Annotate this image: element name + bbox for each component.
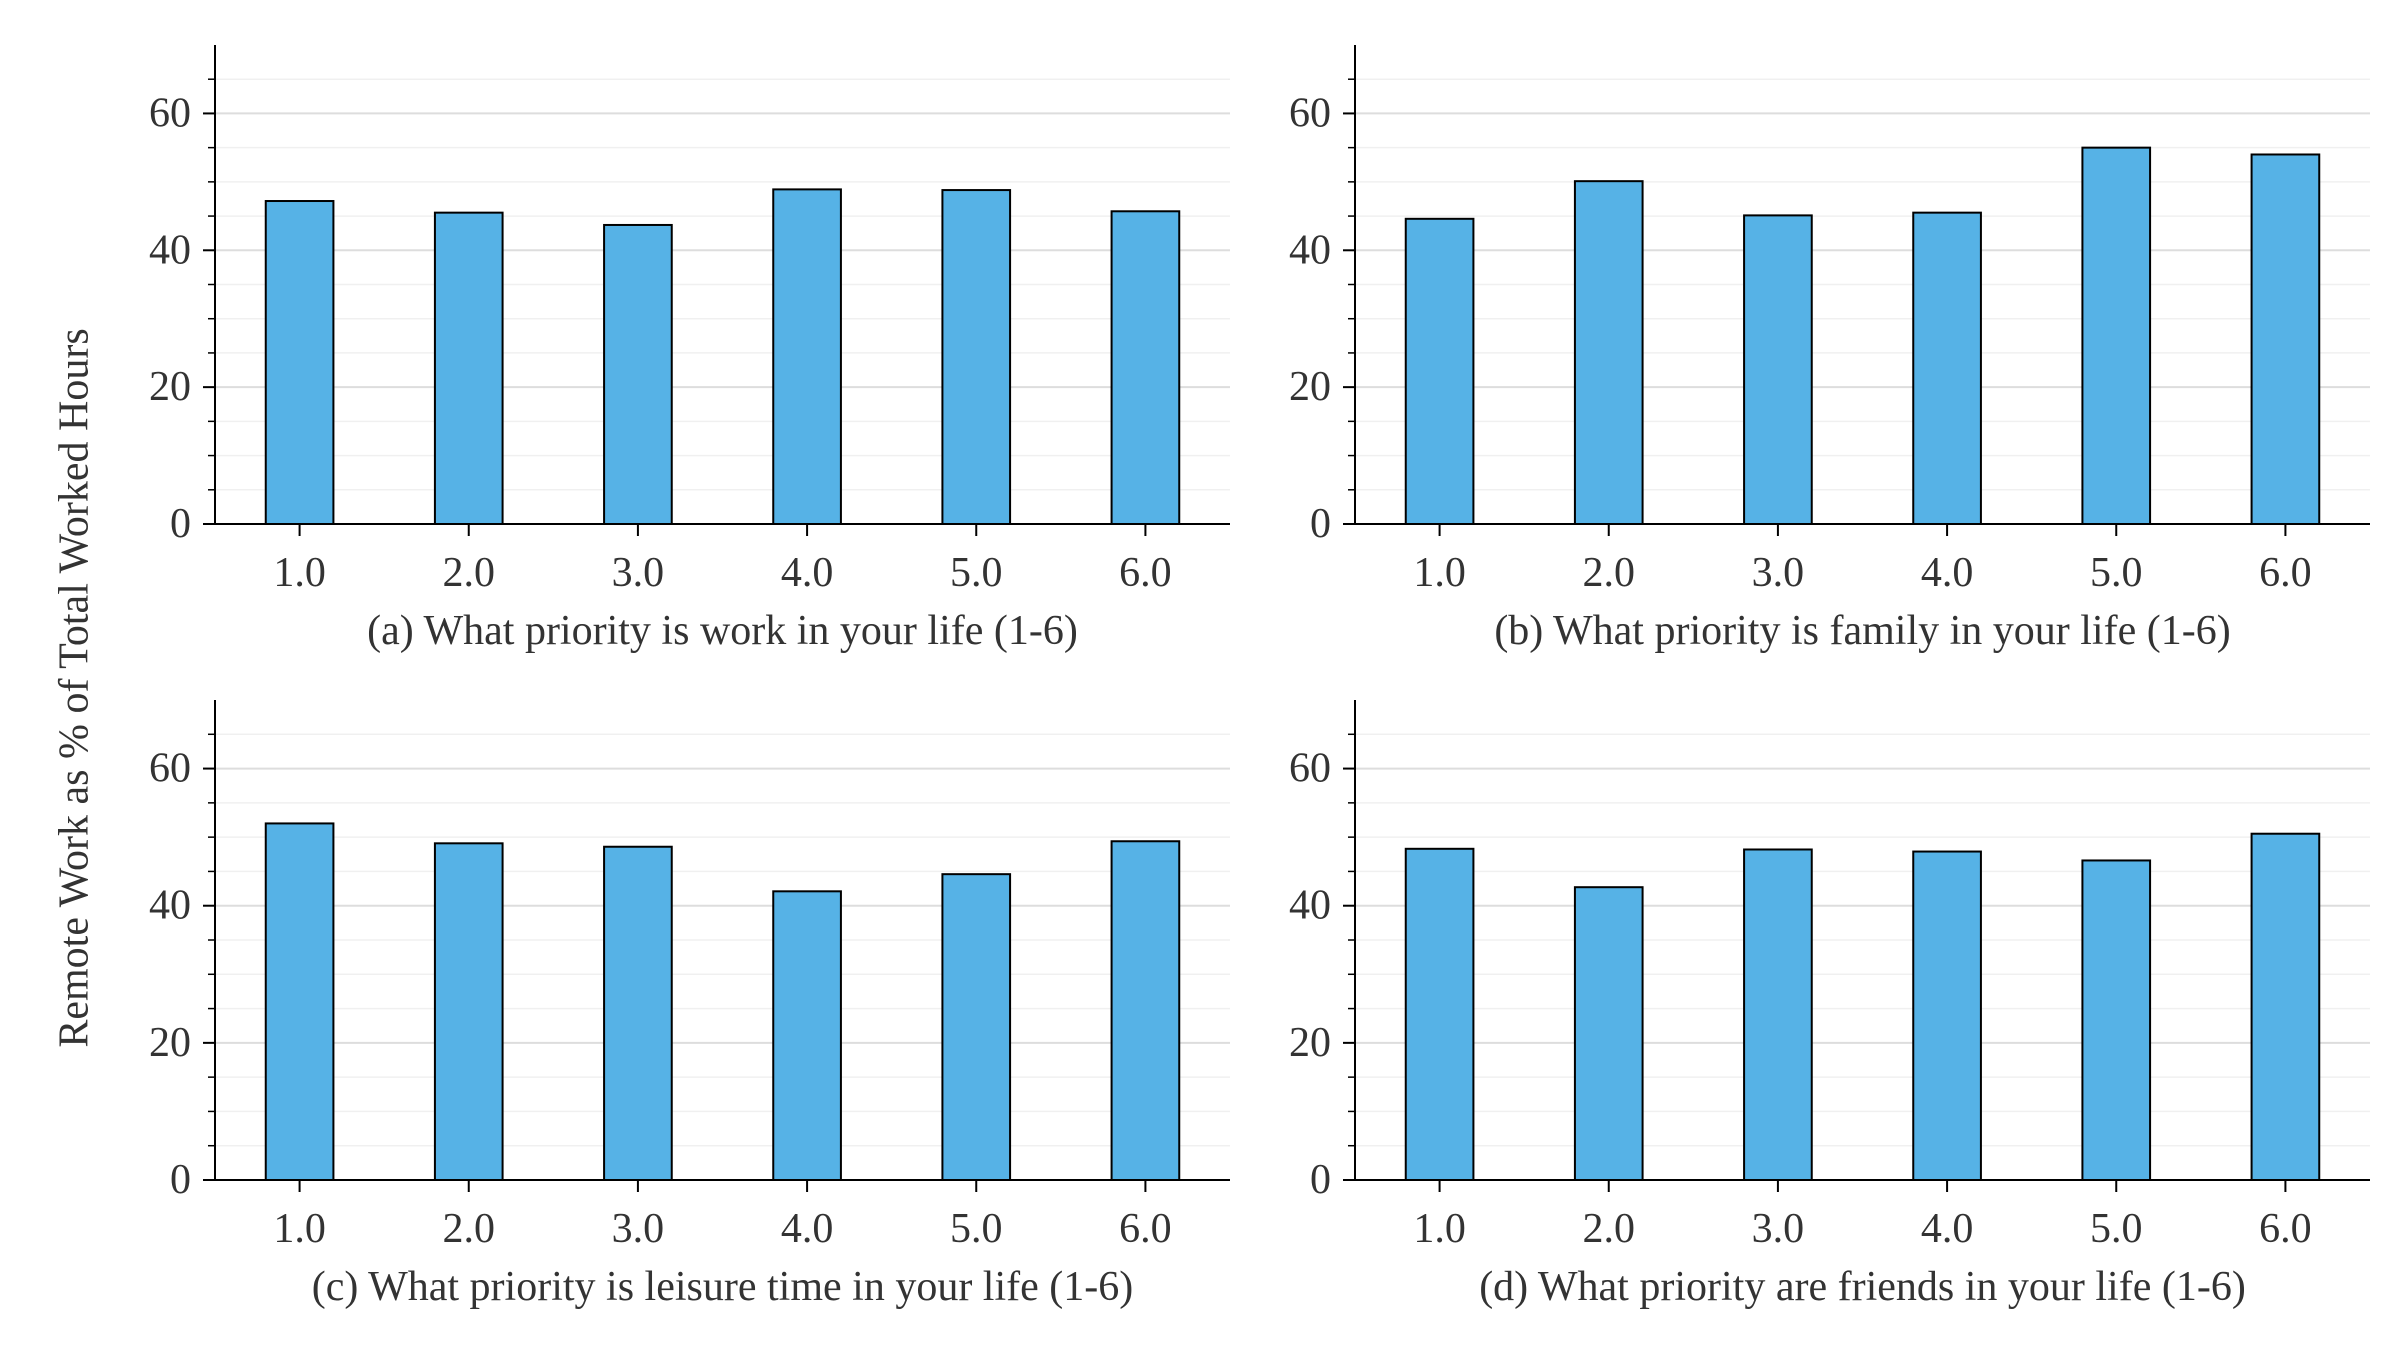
- y-tick-label-d: 0: [1310, 1157, 1331, 1203]
- x-tick-label-a: 6.0: [1119, 550, 1172, 596]
- y-tick-label-c: 40: [149, 883, 191, 929]
- bar-c-6.0: [1110, 840, 1181, 1181]
- x-tick-label-b: 5.0: [2090, 550, 2143, 596]
- panel-caption-a: (a) What priority is work in your life (…: [367, 608, 1078, 654]
- x-tick-label-d: 6.0: [2259, 1206, 2312, 1252]
- x-tick-label-c: 2.0: [443, 1206, 496, 1252]
- x-tick-label-d: 2.0: [1583, 1206, 1636, 1252]
- bar-b-6.0: [2250, 153, 2321, 525]
- panel-d: 0 20 40 60 1.0 2.0 3.0 4.0 5.0 6.0 (d) What priori…: [1289, 700, 2370, 1310]
- x-tick-label-b: 3.0: [1752, 550, 1805, 596]
- x-tick-label-c: 6.0: [1119, 1206, 1172, 1252]
- y-tick-label-a: 20: [149, 364, 191, 410]
- y-tick-label-b: 20: [1289, 364, 1331, 410]
- y-tick-label-b: 60: [1289, 90, 1331, 136]
- y-tick-label-c: 20: [149, 1020, 191, 1066]
- bar-d-3.0: [1743, 848, 1813, 1181]
- panel-caption-b: (b) What priority is family in your life…: [1494, 608, 2230, 654]
- x-tick-label-d: 3.0: [1752, 1206, 1805, 1252]
- bar-a-6.0: [1110, 210, 1181, 525]
- x-tick-label-a: 1.0: [273, 550, 326, 596]
- y-tick-label-d: 20: [1289, 1020, 1331, 1066]
- y-tick-label-c: 60: [149, 746, 191, 792]
- bar-d-2.0: [1573, 886, 1644, 1181]
- bar-c-3.0: [603, 845, 673, 1181]
- bar-d-1.0: [1404, 847, 1475, 1181]
- panel-b: 0 20 40 60 1.0 2.0 3.0 4.0 5.0 6.0 (b) What priori…: [1289, 45, 2370, 654]
- y-tick-label-a: 0: [170, 501, 191, 547]
- shared-y-axis-label: Remote Work as % of Total Worked Hours: [52, 328, 98, 1047]
- y-tick-label-d: 60: [1289, 746, 1331, 792]
- bar-b-3.0: [1743, 214, 1813, 525]
- y-tick-label-a: 40: [149, 227, 191, 273]
- x-tick-label-a: 5.0: [950, 550, 1003, 596]
- x-tick-label-b: 4.0: [1921, 550, 1974, 596]
- bar-a-5.0: [941, 189, 1012, 525]
- bar-d-6.0: [2250, 832, 2321, 1181]
- x-tick-label-a: 2.0: [443, 550, 496, 596]
- y-tick-label-d: 40: [1289, 883, 1331, 929]
- panel-caption-d: (d) What priority are friends in your li…: [1479, 1264, 2246, 1310]
- panel-a: 0 20 40 60 1.0 2.0 3.0 4.0 5.0 6.0 (a) What priori…: [149, 45, 1230, 654]
- x-tick-label-b: 1.0: [1413, 550, 1466, 596]
- x-tick-label-c: 3.0: [612, 1206, 665, 1252]
- x-tick-label-b: 6.0: [2259, 550, 2312, 596]
- x-tick-label-b: 2.0: [1583, 550, 1636, 596]
- panel-caption-c: (c) What priority is leisure time in you…: [312, 1264, 1133, 1310]
- y-tick-label-c: 0: [170, 1157, 191, 1203]
- y-tick-label-b: 40: [1289, 227, 1331, 273]
- bar-c-2.0: [433, 842, 504, 1181]
- bar-a-3.0: [603, 223, 673, 526]
- x-tick-label-d: 4.0: [1921, 1206, 1974, 1252]
- x-tick-label-d: 1.0: [1413, 1206, 1466, 1252]
- bar-a-2.0: [433, 211, 504, 525]
- x-tick-label-c: 1.0: [273, 1206, 326, 1252]
- bar-b-5.0: [2081, 146, 2152, 525]
- bar-c-5.0: [941, 873, 1012, 1182]
- bar-d-5.0: [2081, 859, 2152, 1181]
- panel-c: 0 20 40 60 1.0 2.0 3.0 4.0 5.0 6.0 (c) What priori…: [149, 700, 1230, 1310]
- bar-b-4.0: [1912, 211, 1982, 525]
- bar-b-1.0: [1404, 217, 1475, 526]
- bar-a-4.0: [772, 188, 842, 526]
- bar-d-4.0: [1912, 850, 1982, 1181]
- x-tick-label-d: 5.0: [2090, 1206, 2143, 1252]
- x-tick-label-a: 3.0: [612, 550, 665, 596]
- x-tick-label-c: 5.0: [950, 1206, 1003, 1252]
- panels: 0 20 40 60 1.0 2.0 3.0 4.0 5.0 6.0 (a) What priori…: [149, 45, 2370, 1310]
- x-tick-label-a: 4.0: [781, 550, 834, 596]
- bar-c-1.0: [264, 822, 335, 1182]
- y-tick-label-a: 60: [149, 90, 191, 136]
- bar-a-1.0: [264, 200, 335, 525]
- y-tick-label-b: 0: [1310, 501, 1331, 547]
- x-tick-label-c: 4.0: [781, 1206, 834, 1252]
- bar-b-2.0: [1573, 180, 1644, 525]
- bar-c-4.0: [772, 890, 842, 1181]
